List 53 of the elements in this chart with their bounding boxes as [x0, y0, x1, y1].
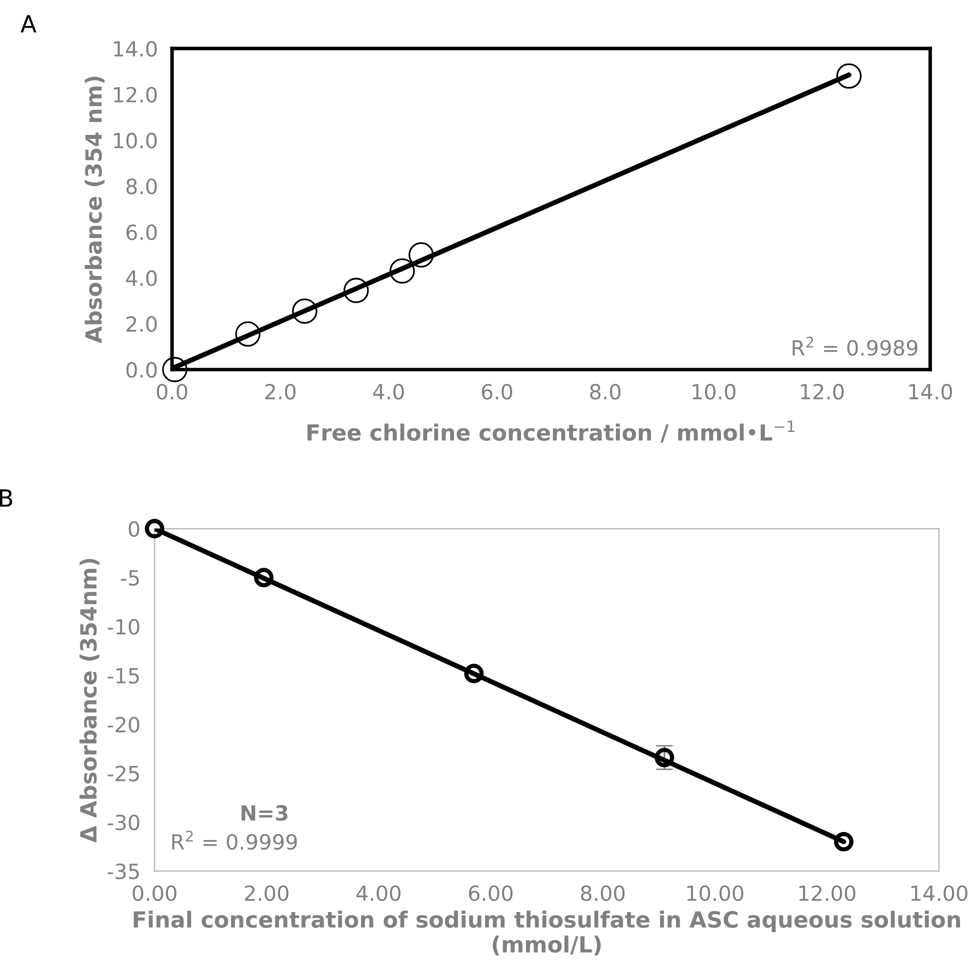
- y-tick-label: 6.0: [126, 224, 157, 240]
- x-tick-label: 0.00: [132, 885, 176, 902]
- x-tick-label: 8.0: [590, 384, 620, 400]
- x-tick-label: 2.0: [265, 384, 296, 400]
- y-tick-label: -30: [108, 814, 140, 830]
- y-tick-label: -10: [108, 618, 140, 635]
- annotation: R$^{2}$ = 0.9999: [172, 830, 297, 850]
- y-tick-label: 8.0: [126, 178, 157, 194]
- point: [834, 832, 854, 852]
- y-tick-label: 2.0: [126, 316, 157, 332]
- y-tick-label: -35: [108, 864, 139, 880]
- y-axis-title: Δ Absorbance (354nm): [80, 558, 100, 843]
- point: [408, 242, 434, 268]
- annotation: R$^{2}$ = 0.9989: [792, 336, 918, 356]
- x-axis-title: Final concentration of sodium thiosulfate in ASC aqueous solution (mmol/L): [134, 910, 960, 956]
- y-tick-label: 4.0: [126, 270, 157, 286]
- x-tick-label: 14.00: [911, 885, 968, 902]
- y-tick-label: -20: [108, 716, 140, 733]
- y-tick-label: 10.0: [114, 132, 157, 148]
- point: [836, 63, 862, 89]
- x-tick-label: 14.0: [909, 384, 952, 400]
- point: [654, 748, 674, 768]
- x-tick-label: 2.00: [244, 885, 288, 902]
- x-tick-label: 12.0: [800, 384, 844, 400]
- point: [344, 278, 369, 304]
- point: [254, 568, 274, 588]
- y-tick-label: -25: [108, 766, 139, 782]
- point: [144, 518, 164, 538]
- y-tick-label: 0.0: [126, 362, 157, 378]
- x-tick-label: 10.0: [692, 384, 736, 400]
- x-tick-label: 6.0: [482, 384, 512, 400]
- y-tick-label: 14.0: [114, 40, 157, 57]
- x-tick-label: 4.0: [373, 384, 404, 400]
- y-axis-title: Absorbance (354 nm): [84, 76, 105, 344]
- annotation: N=3: [242, 805, 288, 821]
- point: [292, 298, 318, 324]
- chart-title: A: [20, 15, 36, 32]
- x-tick-label: 8.00: [581, 885, 625, 902]
- x-tick-label: 10.00: [687, 885, 744, 902]
- x-axis-title: Free chlorine concentration / mmol•L$^{−1}$: [308, 420, 795, 443]
- point: [390, 258, 415, 284]
- y-tick-label: -15: [108, 668, 139, 684]
- y-tick-label: 0: [128, 521, 140, 537]
- point: [464, 664, 484, 684]
- x-tick-label: 6.00: [468, 885, 513, 902]
- chart-title: B: [0, 489, 12, 507]
- y-tick-label: -5: [120, 570, 139, 586]
- x-tick-label: 12.00: [799, 885, 856, 902]
- x-tick-label: 0.0: [156, 384, 188, 400]
- y-tick-label: 12.0: [114, 86, 157, 103]
- point: [162, 356, 188, 382]
- point: [235, 321, 260, 347]
- x-tick-label: 4.00: [356, 885, 400, 902]
